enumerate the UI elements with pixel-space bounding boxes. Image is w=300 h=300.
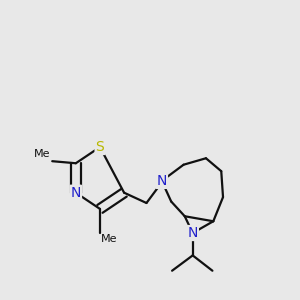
Text: S: S xyxy=(96,140,104,154)
Text: Me: Me xyxy=(33,149,50,159)
Text: N: N xyxy=(70,186,81,200)
Text: Me: Me xyxy=(100,234,117,244)
Text: N: N xyxy=(188,226,198,240)
Text: N: N xyxy=(157,174,167,188)
